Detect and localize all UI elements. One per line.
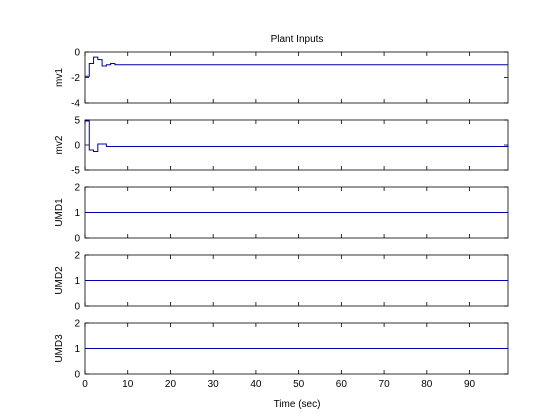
series-line (85, 56, 508, 77)
y-axis-label: UMD3 (54, 334, 65, 363)
x-tick-label: 20 (165, 379, 177, 390)
y-tick-label: -4 (71, 99, 80, 110)
x-tick-label: 80 (421, 379, 433, 390)
y-tick-label: 1 (74, 276, 80, 287)
chart-title: Plant Inputs (271, 34, 324, 45)
axes-box (84, 51, 509, 104)
y-tick-label: -2 (71, 73, 80, 84)
y-tick-label: 0 (74, 370, 80, 381)
subplot-umd1: 0 1 2 UMD1 (54, 183, 509, 245)
x-tick-label: 60 (336, 379, 348, 390)
y-tick-label: 2 (74, 183, 80, 194)
series-line (85, 120, 509, 152)
y-axis-label: mv1 (54, 68, 65, 87)
x-axis-label: Time (sec) (274, 399, 321, 410)
x-tick-label: 40 (250, 379, 262, 390)
y-tick-label: 0 (74, 141, 80, 152)
y-tick-label: 2 (74, 319, 80, 330)
y-tick-label: -5 (71, 166, 80, 177)
subplot-mv1: -4 -2 0 mv1 (54, 48, 509, 110)
y-tick-label: 1 (74, 344, 80, 355)
x-tick-label: 10 (122, 379, 134, 390)
y-tick-label: 2 (74, 251, 80, 262)
y-tick-label: 1 (74, 208, 80, 219)
subplot-mv2: -5 0 5 mv2 (54, 116, 509, 177)
y-axis-label: UMD2 (54, 266, 65, 295)
x-tick-label: 30 (208, 379, 220, 390)
y-axis-label: UMD1 (54, 198, 65, 227)
y-tick-label: 0 (74, 234, 80, 245)
y-axis-label: mv2 (54, 135, 65, 154)
y-tick-label: 0 (74, 48, 80, 59)
x-tick-label: 90 (464, 379, 476, 390)
x-tick-label: 70 (379, 379, 391, 390)
subplot-umd2: 0 1 2 UMD2 (54, 251, 509, 313)
x-tick-label: 50 (293, 379, 305, 390)
y-tick-label: 5 (74, 116, 80, 127)
axes-box (84, 119, 509, 171)
x-tick-label: 0 (82, 379, 88, 390)
y-tick-label: 0 (74, 302, 80, 313)
